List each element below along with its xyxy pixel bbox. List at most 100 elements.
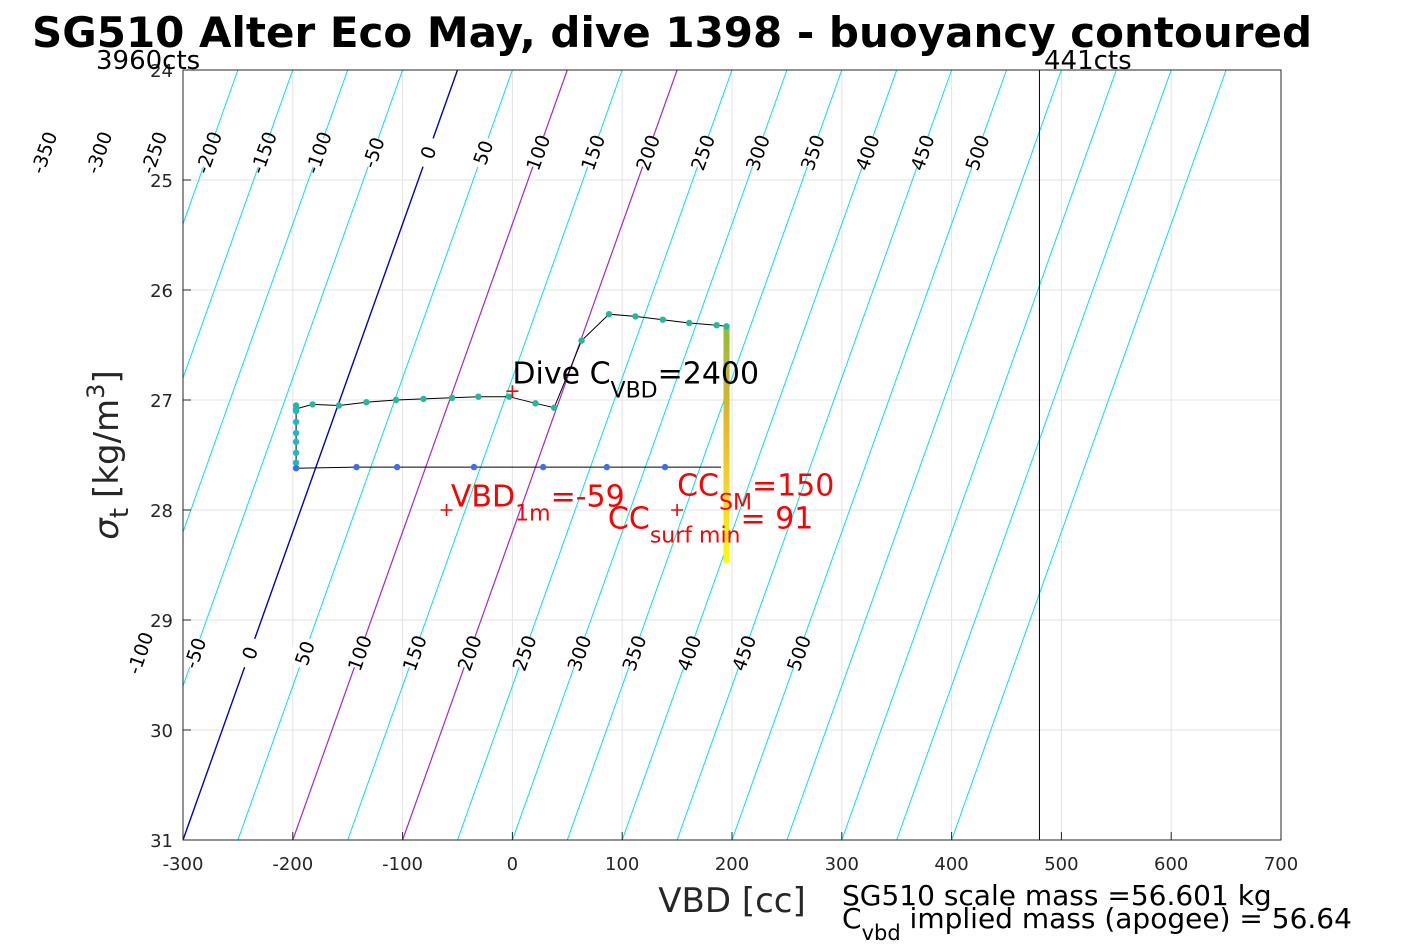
dive-path — [295, 313, 728, 469]
contour-line — [183, 70, 239, 226]
y-tick-label: 26 — [150, 281, 173, 302]
x-tick-label: -300 — [163, 854, 204, 875]
y-tick-label: 29 — [150, 611, 173, 632]
contour-label-bg — [232, 634, 267, 672]
contour-line — [292, 70, 568, 840]
contour-line — [566, 70, 843, 840]
contour-label-bg — [26, 134, 62, 171]
contour-label-bg — [191, 134, 226, 171]
y-tick-label: 28 — [150, 501, 173, 522]
contour-label-bg — [177, 634, 213, 672]
x-tick-label: 300 — [825, 854, 859, 875]
contour-line — [511, 70, 788, 840]
implied-mass-prefix: C — [842, 902, 862, 935]
contour-label-bg — [781, 634, 816, 672]
y-label-sub: t — [105, 508, 135, 518]
x-tick-label: 0 — [507, 854, 518, 875]
x-tick-label: 400 — [934, 854, 968, 875]
climb-point — [292, 465, 300, 472]
dive-point — [685, 319, 693, 327]
x-tick-label: 500 — [1044, 854, 1078, 875]
contour-label-bg — [81, 134, 116, 171]
contour-label-bg — [904, 134, 940, 171]
dive-point — [713, 322, 720, 329]
contour-line — [457, 70, 733, 840]
dive-point — [659, 316, 667, 323]
vbd-1m-annotation: VBD1m=-59 — [451, 480, 625, 527]
contour-line — [841, 70, 1117, 840]
contour-label-bg — [342, 634, 377, 672]
contour-line — [731, 70, 1007, 840]
vbd-1m-sub: 1m — [515, 502, 550, 527]
contour-line — [183, 70, 459, 840]
y-tick-label: 24 — [150, 61, 173, 82]
cc-surf-sub: surf min — [650, 524, 741, 549]
data-points — [292, 311, 730, 472]
implied-mass-sub: vbd — [862, 921, 901, 945]
y-label-symbol: σ — [87, 517, 127, 540]
bottom-point — [292, 459, 300, 466]
climb-point — [603, 463, 611, 471]
contour-line — [347, 70, 623, 840]
implied-mass-value: implied mass (apogee) = 56.64 — [901, 902, 1352, 935]
contour-label-bg — [575, 134, 611, 171]
x-tick-label: 100 — [605, 854, 639, 875]
dive-cvbd-sub: VBD — [611, 379, 658, 404]
contour-line — [183, 70, 294, 380]
dive-point — [420, 395, 427, 403]
markers — [440, 385, 684, 516]
right-count-label: 441cts — [1044, 46, 1132, 76]
climb-point — [470, 463, 478, 471]
contour-label-bg — [246, 134, 281, 171]
contour-label-bg — [685, 134, 720, 171]
y-label-close: ] — [87, 370, 127, 383]
contour-label-bg — [850, 134, 885, 171]
plus-marker — [506, 385, 519, 398]
y-tick-label: 30 — [150, 721, 173, 742]
contour-label-bg — [795, 134, 830, 171]
dive-point — [532, 400, 539, 407]
y-label-sup: 3 — [82, 384, 110, 399]
contour-label-bg — [959, 134, 995, 171]
contour-label-bg — [301, 134, 336, 171]
plus-marker — [440, 504, 453, 516]
contour-line — [0, 70, 18, 840]
dive-cvbd-prefix: Dive C — [512, 357, 610, 392]
dive-point — [392, 396, 400, 404]
cc-sm-annotation: CCSM=150 — [677, 469, 834, 516]
dive-point — [363, 399, 370, 406]
contour-label-bg — [287, 634, 322, 672]
climb-point — [393, 463, 401, 471]
annotations: Dive CVBD=2400 VBD1m=-59 CCSM=150 CCsurf… — [451, 357, 834, 549]
contour-label-bg — [355, 134, 391, 171]
cc-sm-prefix: CC — [677, 469, 719, 504]
contour-label-bg — [520, 134, 556, 171]
contour-label-bg — [740, 134, 775, 171]
dive-cvbd-value: =2400 — [658, 357, 759, 392]
dive-point — [550, 404, 558, 411]
contour-line — [951, 70, 1227, 840]
contour-label-bg — [397, 634, 432, 672]
contour-label-bg — [136, 134, 171, 171]
contour-label-bg — [506, 634, 542, 672]
contour-lines — [0, 70, 1227, 840]
dive-cvbd-annotation: Dive CVBD=2400 — [512, 357, 759, 404]
y-tick-label: 27 — [150, 391, 173, 412]
contour-line — [402, 70, 678, 840]
y-ticks: 24 25 26 27 28 29 30 31 — [150, 61, 191, 852]
x-tick-label: -200 — [272, 854, 313, 875]
cc-sm-value: =150 — [752, 469, 834, 504]
x-tick-label: 600 — [1154, 854, 1188, 875]
contour-line — [786, 70, 1062, 840]
y-label-unit: [kg/m — [87, 399, 127, 498]
x-tick-label: -100 — [382, 854, 423, 875]
contour-line — [621, 70, 898, 840]
contour-label-bg — [465, 134, 501, 171]
cc-surf-value: = 91 — [741, 502, 814, 537]
x-tick-label: 700 — [1264, 854, 1298, 875]
cc-surf-prefix: CC — [608, 502, 650, 537]
climb-point — [661, 463, 669, 471]
climb-point — [539, 463, 547, 471]
vbd-1m-prefix: VBD — [451, 480, 515, 515]
